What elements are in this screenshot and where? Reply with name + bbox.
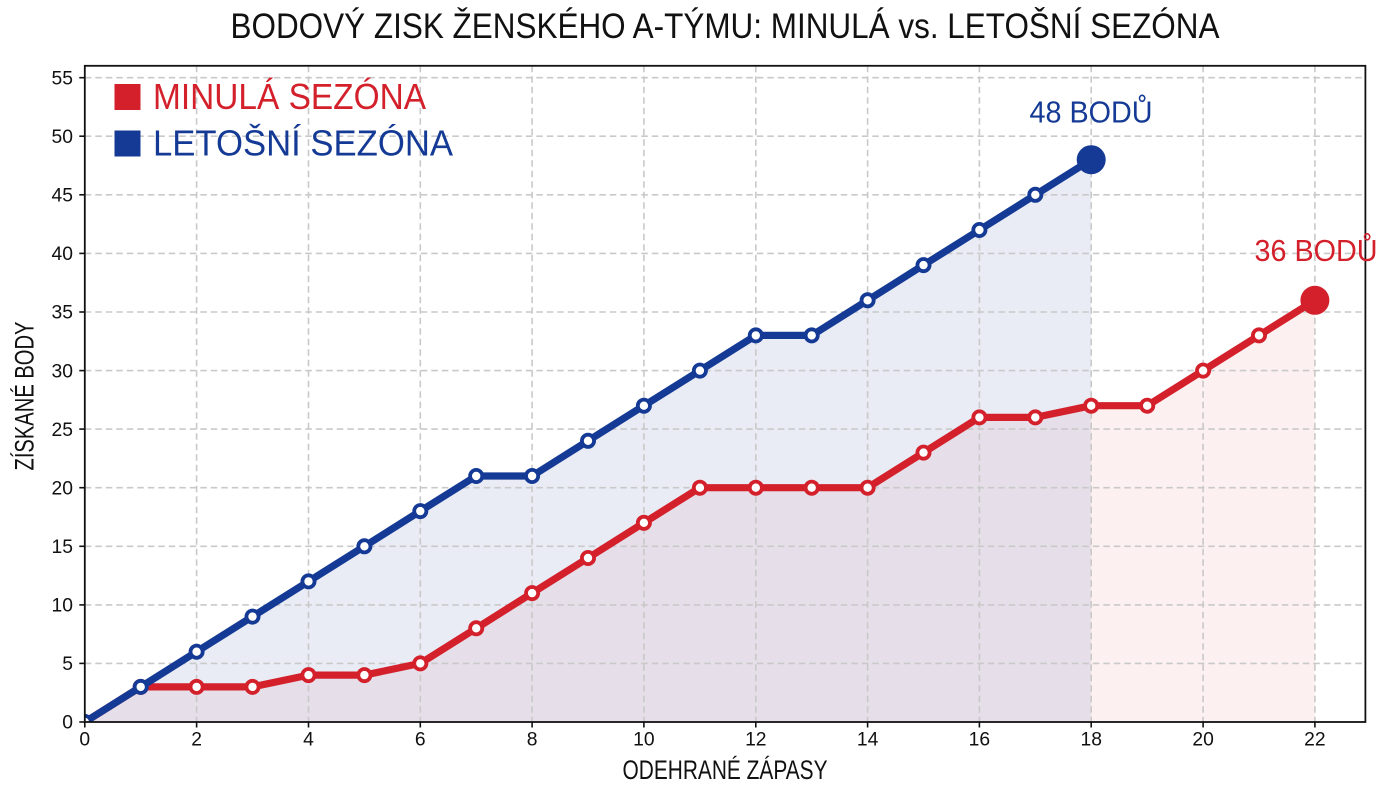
svg-text:14: 14 (857, 730, 879, 751)
svg-text:2: 2 (191, 730, 202, 751)
svg-text:0: 0 (62, 713, 73, 734)
svg-text:10: 10 (633, 730, 654, 751)
svg-text:ZÍSKANÉ BODY: ZÍSKANÉ BODY (10, 322, 40, 471)
svg-text:45: 45 (52, 186, 73, 207)
svg-text:36 BODŮ: 36 BODŮ (1255, 232, 1378, 268)
svg-text:20: 20 (52, 478, 73, 499)
svg-text:5: 5 (62, 654, 73, 675)
svg-text:0: 0 (79, 730, 90, 751)
svg-text:ODEHRANÉ ZÁPASY: ODEHRANÉ ZÁPASY (623, 755, 828, 785)
svg-text:15: 15 (52, 537, 73, 558)
svg-text:25: 25 (52, 420, 73, 441)
svg-text:50: 50 (52, 127, 73, 148)
svg-text:8: 8 (527, 730, 538, 751)
svg-text:20: 20 (1192, 730, 1213, 751)
svg-text:12: 12 (745, 730, 766, 751)
svg-text:LETOŠNÍ SEZÓNA: LETOŠNÍ SEZÓNA (153, 123, 453, 164)
svg-text:55: 55 (52, 68, 73, 89)
svg-text:30: 30 (52, 361, 73, 382)
svg-text:10: 10 (52, 596, 73, 617)
svg-text:40: 40 (52, 244, 73, 265)
svg-text:35: 35 (52, 303, 73, 324)
svg-text:MINULÁ SEZÓNA: MINULÁ SEZÓNA (153, 76, 426, 117)
svg-text:16: 16 (969, 730, 990, 751)
svg-text:BODOVÝ ZISK ŽENSKÉHO A-TÝMU: M: BODOVÝ ZISK ŽENSKÉHO A-TÝMU: MINULÁ vs. … (231, 6, 1220, 46)
svg-text:4: 4 (303, 730, 314, 751)
svg-text:6: 6 (415, 730, 426, 751)
svg-text:22: 22 (1304, 730, 1325, 751)
svg-text:18: 18 (1080, 730, 1101, 751)
svg-text:48 BODŮ: 48 BODŮ (1030, 94, 1153, 130)
